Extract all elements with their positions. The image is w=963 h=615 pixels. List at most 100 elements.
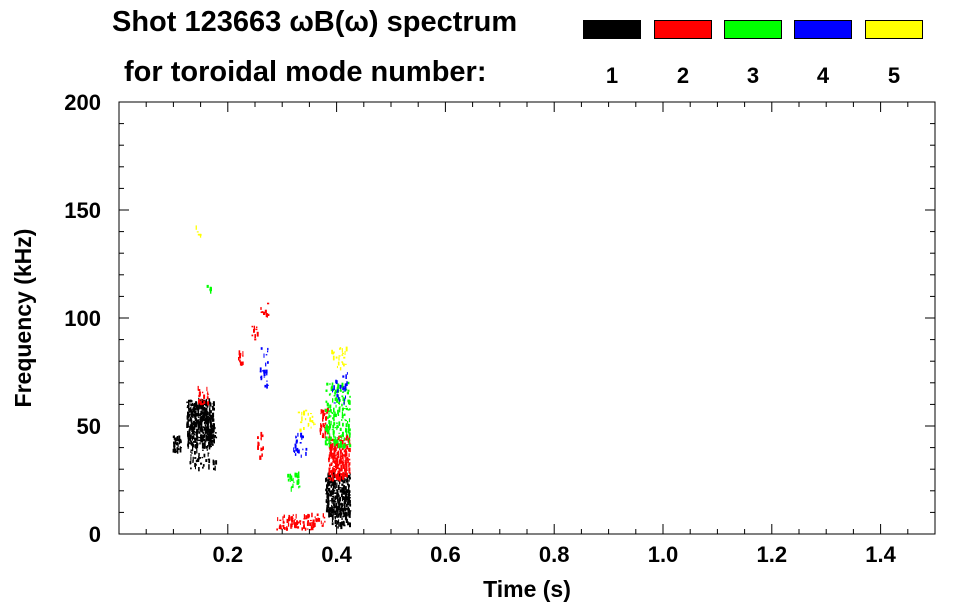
spectrum-point-mode-2 <box>300 522 301 525</box>
spectrum-point-mode-5 <box>303 427 305 430</box>
spectrum-point-mode-1 <box>336 520 339 525</box>
spectrum-point-mode-1 <box>201 442 204 446</box>
spectrum-point-mode-3 <box>339 441 342 446</box>
spectrum-point-mode-4 <box>302 435 304 439</box>
spectrum-point-mode-2 <box>303 514 305 519</box>
spectrum-point-mode-1 <box>203 443 206 448</box>
spectrum-point-mode-5 <box>199 233 202 236</box>
spectrum-point-mode-2 <box>203 400 206 404</box>
spectrum-point-mode-1 <box>187 443 189 449</box>
spectrum-point-mode-1 <box>190 407 192 411</box>
spectrum-point-mode-1 <box>328 507 331 512</box>
spectrum-point-mode-3 <box>347 409 350 411</box>
spectrum-point-mode-4 <box>343 385 345 390</box>
spectrum-point-mode-1 <box>173 441 175 443</box>
spectrum-point-mode-1 <box>199 457 201 459</box>
spectrum-point-mode-2 <box>291 519 293 523</box>
spectrum-point-mode-1 <box>338 494 340 498</box>
spectrum-point-mode-1 <box>333 486 336 488</box>
spectrum-point-mode-2 <box>342 476 344 480</box>
spectrum-point-mode-2 <box>345 459 347 463</box>
legend-label-mode-2: 2 <box>676 63 690 88</box>
spectrum-point-mode-2 <box>345 434 349 440</box>
spectrum-point-mode-1 <box>337 505 339 510</box>
spectrum-point-mode-1 <box>187 419 190 422</box>
spectrum-point-mode-1 <box>342 496 345 499</box>
spectrum-point-mode-2 <box>277 517 279 522</box>
spectrum-point-mode-2 <box>334 468 337 472</box>
spectrum-point-mode-1 <box>204 418 207 423</box>
spectrum-point-mode-2 <box>329 449 332 452</box>
spectrum-point-mode-2 <box>310 519 312 522</box>
spectrum-point-mode-1 <box>335 501 337 505</box>
spectrum-point-mode-1 <box>202 413 205 416</box>
spectrum-point-mode-2 <box>306 522 309 526</box>
spectrum-point-mode-1 <box>347 493 350 499</box>
spectrum-point-mode-2 <box>334 470 336 476</box>
spectrum-point-mode-1 <box>188 429 190 432</box>
spectrum-point-mode-1 <box>186 415 189 420</box>
spectrum-point-mode-1 <box>199 439 201 442</box>
spectrum-point-mode-3 <box>348 440 351 445</box>
spectrum-point-mode-1 <box>205 418 208 423</box>
spectrum-point-mode-3 <box>345 388 348 391</box>
spectrum-point-mode-3 <box>343 437 345 442</box>
spectrum-point-mode-1 <box>340 498 342 502</box>
spectrum-point-mode-2 <box>311 512 313 518</box>
spectrum-point-mode-1 <box>195 459 198 463</box>
spectrum-point-mode-1 <box>211 425 213 428</box>
spectrum-point-mode-1 <box>203 422 206 425</box>
spectrum-point-mode-4 <box>343 390 346 392</box>
spectrum-point-mode-1 <box>208 464 210 469</box>
spectrum-point-mode-1 <box>194 457 197 459</box>
spectrum-point-mode-2 <box>260 447 263 452</box>
spectrum-point-mode-2 <box>342 464 345 469</box>
spectrum-point-mode-1 <box>191 422 194 425</box>
spectrum-point-mode-1 <box>334 492 337 494</box>
spectrum-point-mode-4 <box>300 454 302 458</box>
spectrum-point-mode-1 <box>349 473 351 476</box>
spectrum-point-mode-3 <box>210 289 212 294</box>
spectrum-point-mode-2 <box>348 458 351 461</box>
spectrum-point-mode-1 <box>347 475 349 478</box>
spectrum-point-mode-4 <box>336 394 339 398</box>
spectrum-point-mode-5 <box>343 363 345 367</box>
spectrum-point-mode-3 <box>338 399 340 405</box>
spectrum-point-mode-1 <box>206 412 208 417</box>
spectrum-point-mode-2 <box>317 517 320 521</box>
spectrum-point-mode-4 <box>295 448 298 452</box>
spectrum-point-mode-1 <box>338 499 341 504</box>
spectrum-point-mode-1 <box>336 482 338 486</box>
spectrum-point-mode-2 <box>321 410 323 413</box>
spectrum-point-mode-2 <box>329 448 331 450</box>
spectrum-point-mode-1 <box>204 428 207 430</box>
spectrum-point-mode-1 <box>179 446 181 451</box>
spectrum-point-mode-3 <box>299 485 301 488</box>
spectrum-point-mode-2 <box>345 444 347 447</box>
spectrum-point-mode-2 <box>344 454 347 456</box>
spectrum-point-mode-3 <box>342 435 344 437</box>
spectrum-point-mode-1 <box>343 478 346 480</box>
spectrum-point-mode-2 <box>335 463 338 469</box>
spectrum-point-mode-1 <box>192 411 194 414</box>
spectrum-point-mode-2 <box>282 521 285 524</box>
spectrum-point-mode-1 <box>341 517 343 520</box>
spectrum-point-mode-1 <box>214 465 216 471</box>
spectrum-point-mode-1 <box>194 437 196 443</box>
spectrum-point-mode-1 <box>206 411 208 413</box>
spectrum-point-mode-3 <box>348 428 351 432</box>
spectrum-point-mode-2 <box>333 467 335 469</box>
y-tick-label: 0 <box>89 522 101 547</box>
spectrum-point-mode-2 <box>207 393 210 395</box>
spectrum-point-mode-1 <box>206 446 208 449</box>
spectrum-point-mode-2 <box>305 515 308 520</box>
spectrum-point-mode-2 <box>348 453 350 457</box>
spectrum-point-mode-3 <box>329 404 332 409</box>
spectrum-point-mode-2 <box>322 433 324 439</box>
spectrum-point-mode-5 <box>332 355 335 361</box>
spectrum-point-mode-3 <box>349 395 351 398</box>
spectrum-point-mode-3 <box>346 444 349 446</box>
spectrum-point-mode-2 <box>257 445 259 450</box>
spectrum-point-mode-5 <box>310 426 312 429</box>
spectrum-point-mode-5 <box>333 351 335 354</box>
